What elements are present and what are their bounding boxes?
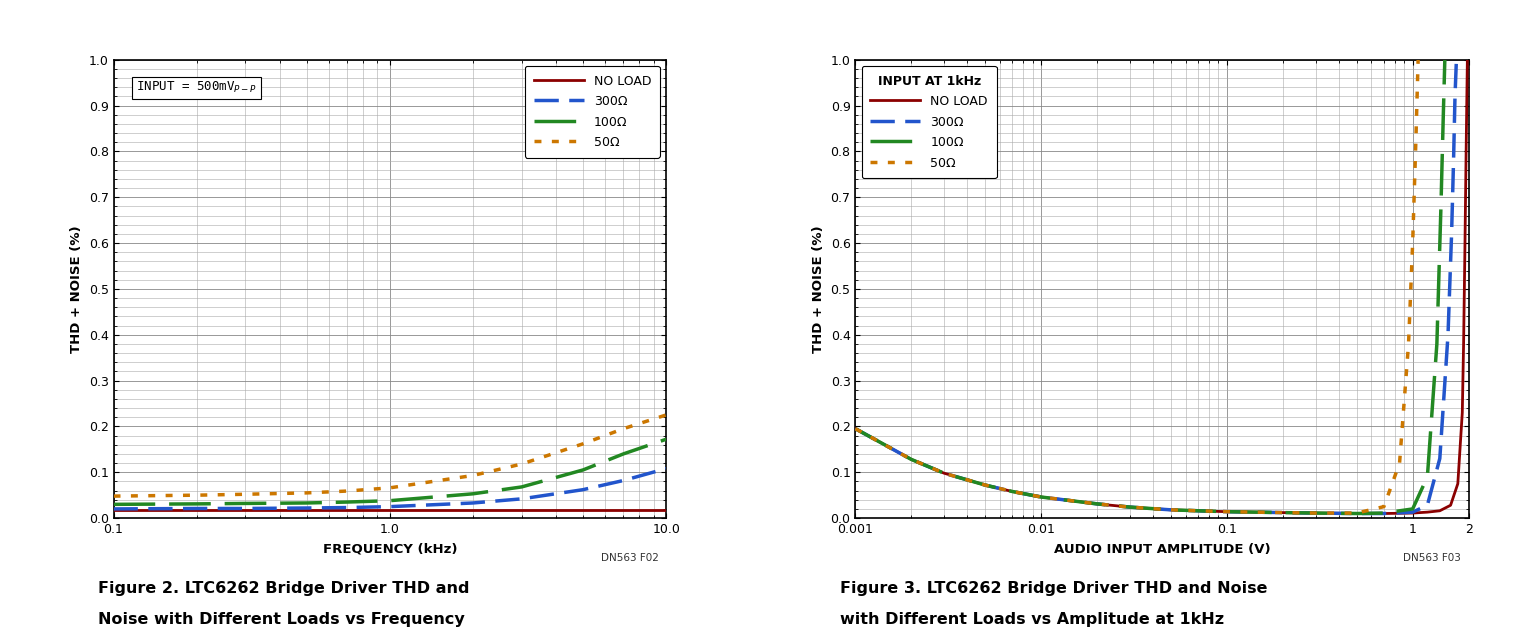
Text: INPUT = 500mV$_{{P-P}}$: INPUT = 500mV$_{{P-P}}$ — [136, 80, 257, 95]
Legend: NO LOAD, 300Ω, 100Ω, 50Ω: NO LOAD, 300Ω, 100Ω, 50Ω — [525, 66, 660, 158]
Legend: NO LOAD, 300Ω, 100Ω, 50Ω: NO LOAD, 300Ω, 100Ω, 50Ω — [861, 66, 996, 178]
Text: Figure 3. LTC6262 Bridge Driver THD and Noise: Figure 3. LTC6262 Bridge Driver THD and … — [840, 581, 1267, 596]
X-axis label: AUDIO INPUT AMPLITUDE (V): AUDIO INPUT AMPLITUDE (V) — [1054, 543, 1270, 556]
Y-axis label: THD + NOISE (%): THD + NOISE (%) — [70, 225, 83, 353]
Y-axis label: THD + NOISE (%): THD + NOISE (%) — [812, 225, 825, 353]
Text: Noise with Different Loads vs Frequency: Noise with Different Loads vs Frequency — [98, 612, 465, 627]
Text: DN563 F02: DN563 F02 — [601, 553, 659, 563]
Text: Figure 2. LTC6262 Bridge Driver THD and: Figure 2. LTC6262 Bridge Driver THD and — [98, 581, 469, 596]
Text: with Different Loads vs Amplitude at 1kHz: with Different Loads vs Amplitude at 1kH… — [840, 612, 1225, 627]
X-axis label: FREQUENCY (kHz): FREQUENCY (kHz) — [322, 543, 457, 556]
Text: DN563 F03: DN563 F03 — [1403, 553, 1461, 563]
